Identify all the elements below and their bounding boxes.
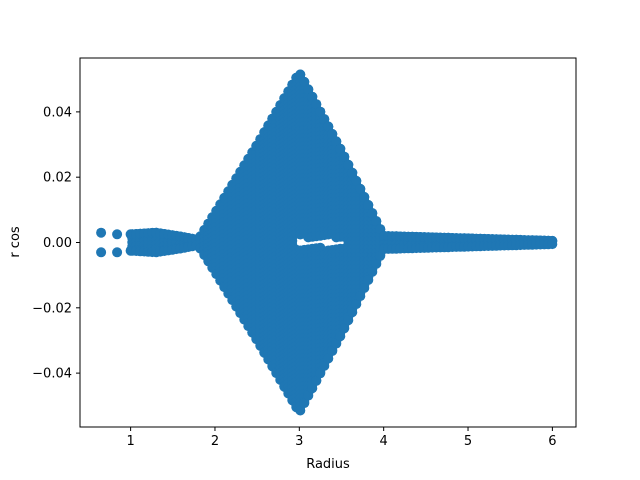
y-tick-label: −0.02	[32, 301, 72, 316]
scatter-point	[351, 299, 362, 310]
scatter-point	[311, 375, 322, 386]
scatter-point	[339, 323, 350, 334]
x-tick-label: 1	[126, 434, 134, 449]
scatter-point	[311, 99, 322, 110]
scatter-point	[359, 192, 370, 202]
x-tick-label: 2	[211, 434, 219, 449]
y-tick-label: 0.04	[43, 105, 72, 120]
scatter-point	[112, 229, 123, 240]
x-tick-label: 5	[464, 434, 472, 449]
y-axis-ticks: −0.04 −0.02 0.00 0.02 0.04	[32, 105, 80, 382]
scatter-point	[367, 208, 378, 219]
scatter-point	[331, 338, 342, 349]
x-tick-label: 4	[380, 434, 388, 449]
scatter-point	[351, 175, 362, 186]
scatter-point	[331, 136, 342, 147]
scatter-point	[295, 405, 306, 416]
y-tick-label: 0.02	[43, 171, 72, 186]
scatter-point	[299, 398, 310, 409]
scatter-point	[363, 200, 374, 210]
scatter-point	[323, 353, 334, 364]
scatter-point	[355, 291, 366, 302]
scatter-point	[112, 247, 123, 258]
scatter-point	[299, 76, 310, 87]
scatter-point	[315, 106, 326, 117]
x-axis-label: Radius	[306, 457, 350, 472]
scatter-point	[96, 227, 107, 238]
scatter-point	[347, 167, 358, 178]
scatter-point	[327, 346, 338, 356]
scatter-point	[307, 91, 318, 102]
scatter-point	[307, 383, 318, 394]
scatter-point	[347, 307, 358, 318]
scatter-point	[367, 266, 378, 277]
scatter-point	[303, 390, 314, 401]
scatter-point	[547, 239, 558, 250]
scatter-point	[295, 69, 306, 80]
scatter-point	[371, 258, 382, 269]
y-tick-label: −0.04	[32, 367, 72, 382]
y-tick-label: 0.00	[43, 236, 72, 251]
scatter-point	[363, 275, 374, 285]
scatter-point	[327, 129, 338, 139]
scatter-point	[355, 183, 366, 194]
scatter-point	[371, 216, 382, 227]
x-tick-label: 3	[295, 434, 303, 449]
scatter-point	[359, 283, 370, 293]
scatter-point	[96, 247, 107, 258]
scatter-point	[335, 143, 346, 154]
scatter-point	[323, 121, 334, 132]
scatter-point	[343, 159, 354, 170]
scatter-point	[315, 368, 326, 379]
y-axis-label: r cos	[8, 226, 23, 258]
scatter-point	[339, 151, 350, 162]
x-axis-ticks: 1 2 3 4 5 6	[126, 427, 557, 449]
scatter-point	[303, 84, 314, 95]
scatter-point	[335, 331, 346, 342]
scatter-point	[343, 315, 354, 326]
scatter-point	[319, 114, 330, 125]
scatter-points	[96, 69, 558, 416]
scatter-point	[319, 360, 330, 371]
x-tick-label: 6	[548, 434, 556, 449]
